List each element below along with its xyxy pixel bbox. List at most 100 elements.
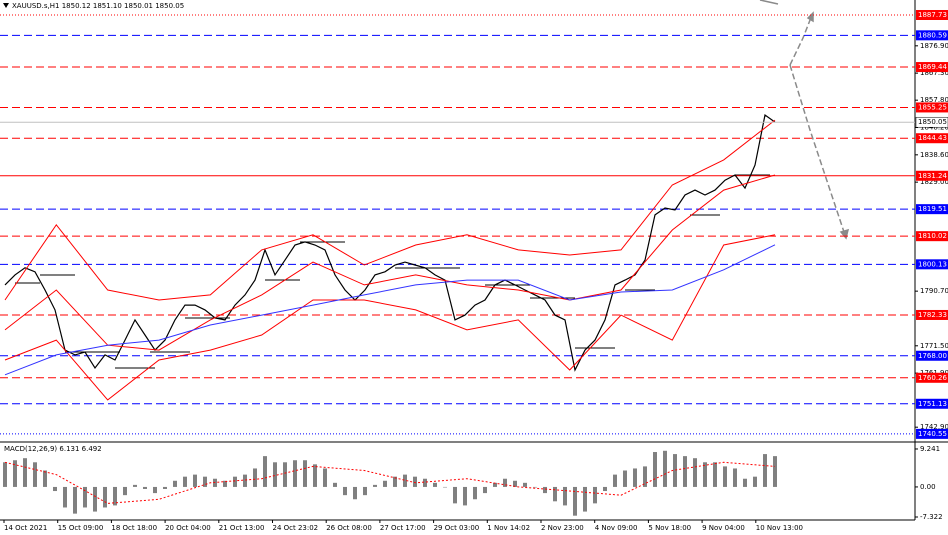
level-label-box (916, 350, 948, 361)
signal-line (4, 461, 776, 504)
macd-bar (233, 476, 237, 487)
macd-bar (463, 486, 467, 506)
macd-bar (273, 462, 277, 487)
indicator-line (4, 234, 776, 401)
macd-bar (73, 486, 77, 514)
y-tick-label: 1829.00 (920, 178, 948, 186)
macd-bar (763, 454, 767, 487)
macd-bar (243, 474, 247, 487)
macd-bar (603, 486, 607, 492)
macd-bar (663, 450, 667, 487)
macd-bar (483, 486, 487, 494)
macd-bar (693, 458, 697, 487)
macd-bar (493, 482, 497, 487)
macd-bar (143, 486, 147, 489)
macd-bar (33, 462, 37, 487)
x-tick-label: 27 Oct 17:00 (380, 524, 426, 532)
x-tick-label: 10 Nov 13:00 (756, 524, 803, 532)
macd-bar (93, 486, 97, 512)
macd-bar (333, 482, 337, 487)
macd-bar (313, 464, 317, 487)
level-label-box (916, 9, 948, 20)
macd-bar (263, 456, 267, 487)
level-label: 1782.33 (918, 311, 947, 319)
macd-bar (13, 460, 17, 487)
x-tick-label: 1 Nov 14:02 (487, 524, 530, 532)
macd-bar (383, 480, 387, 487)
macd-bar (593, 486, 597, 504)
x-tick-label: 5 Nov 18:00 (648, 524, 691, 532)
level-label: 1855.25 (918, 103, 947, 111)
macd-bar (673, 454, 677, 487)
macd-bar (23, 458, 27, 487)
level-label-box (916, 259, 948, 270)
header: XAUUSD.s,H1 1850.12 1851.10 1850.01 1850… (12, 2, 184, 10)
indicator-line (4, 119, 776, 301)
pane-title: MACD(12,26,9) 6.131 6.492 (4, 445, 102, 453)
macd-bar (83, 486, 87, 508)
macd-bar (43, 470, 47, 487)
macd-bar (543, 486, 547, 494)
y-tick-label: 1867.30 (920, 69, 948, 77)
symbol-icon (3, 3, 9, 8)
x-tick-label: 29 Oct 03:00 (434, 524, 480, 532)
level-label: 1880.59 (918, 31, 947, 39)
macd-bar (563, 486, 567, 506)
level-label: 1800.13 (918, 260, 947, 268)
macd-bar (643, 466, 647, 487)
level-label: 1887.73 (918, 11, 947, 19)
level-label-box (916, 204, 948, 215)
y-tick-label: 9.241 (920, 445, 940, 453)
macd-bar (103, 486, 107, 508)
sr-segments (15, 174, 770, 369)
macd-bar (453, 486, 457, 504)
current-price-box (915, 116, 948, 128)
macd-bar (553, 486, 557, 502)
macd-bar (133, 484, 137, 487)
macd-bar (113, 486, 117, 506)
macd-bar (123, 486, 127, 496)
macd-bar (583, 486, 587, 512)
macd-bar (413, 476, 417, 487)
macd-bar (623, 470, 627, 487)
macd-bar (153, 486, 157, 494)
level-label-box (916, 372, 948, 383)
macd-bar (573, 486, 577, 516)
macd-bar (703, 462, 707, 487)
x-tick-label: 4 Nov 09:00 (595, 524, 638, 532)
level-label-box (916, 102, 948, 113)
level-label: 1768.00 (918, 352, 947, 360)
x-tick-label: 18 Oct 18:00 (111, 524, 157, 532)
x-tick-label: 15 Oct 09:00 (58, 524, 104, 532)
indicator-line (4, 174, 776, 351)
macd-bar (253, 468, 257, 487)
macd-bar (343, 486, 347, 496)
macd-bar (303, 460, 307, 487)
macd-bar (653, 452, 657, 487)
y-tick-label: 1742.90 (920, 423, 948, 431)
macd-bar (733, 468, 737, 487)
macd-bar (193, 474, 197, 487)
macd-bar (533, 486, 537, 488)
level-label: 1819.51 (918, 205, 947, 213)
macd-bar (633, 468, 637, 487)
y-tick-label: 1857.80 (920, 96, 948, 104)
level-label-box (916, 62, 948, 73)
macd-bar (723, 466, 727, 487)
y-tick-label: 1838.60 (920, 151, 948, 159)
macd-bar (393, 476, 397, 487)
level-label: 1810.02 (918, 232, 947, 240)
macd-bar (353, 486, 357, 500)
macd-bar (513, 480, 517, 487)
y-tick-label: 1771.50 (920, 342, 948, 350)
level-label-box (916, 30, 948, 41)
macd-bar (283, 462, 287, 487)
level-label-box (916, 309, 948, 320)
level-label: 1831.24 (918, 172, 947, 180)
macd-bar (363, 486, 367, 496)
macd-bar (753, 476, 757, 487)
macd-bar (223, 480, 227, 487)
level-label: 1844.43 (918, 134, 947, 142)
